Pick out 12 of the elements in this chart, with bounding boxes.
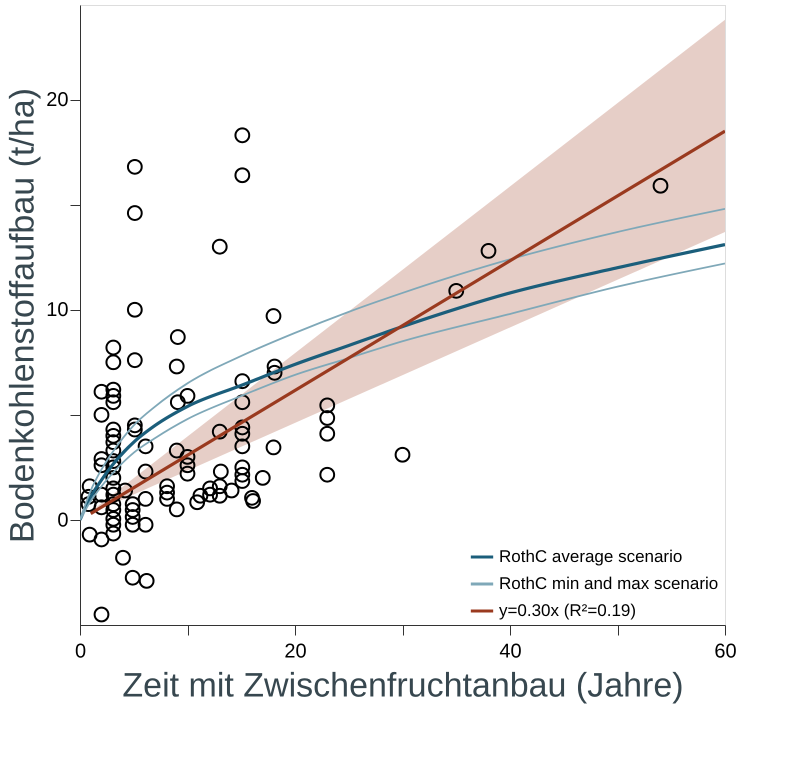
x-tick-label: 20 [284,640,307,662]
x-tick-label: 40 [499,640,522,662]
x-tick-label: 0 [74,640,86,662]
y-axis-title: Bodenkohlenstoffaufbau (t/ha) [3,88,42,543]
y-tick-label: 0 [57,509,68,532]
legend-label: RothC min and max scenario [499,574,718,593]
x-axis-title: Zeit mit Zwischenfruchtanbau (Jahre) [122,666,684,704]
legend-label: y=0.30x (R²=0.19) [499,601,636,620]
y-tick-label: 20 [46,89,68,112]
x-tick-label: 60 [714,640,737,662]
y-tick-label: 10 [46,299,68,322]
legend-label: RothC average scenario [499,547,682,566]
